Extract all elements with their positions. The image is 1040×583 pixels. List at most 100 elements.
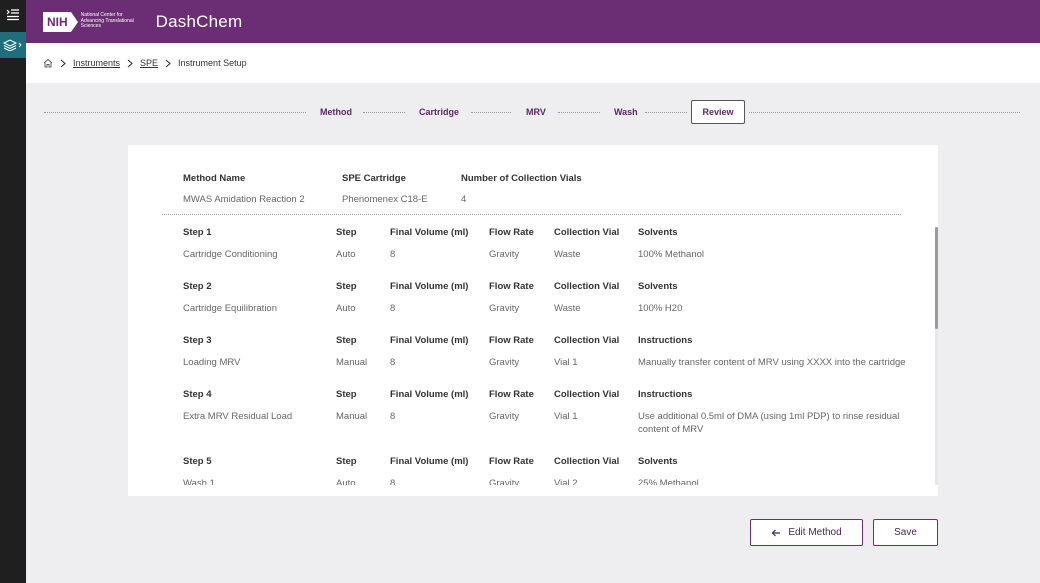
stepper-connector (471, 112, 511, 113)
final-volume-value: 8 (390, 411, 396, 422)
collection-vial-cell: Collection Vial Vial 1 (554, 389, 619, 423)
collection-vial-value: Waste (554, 249, 581, 260)
final-volume-label: Final Volume (ml) (390, 281, 469, 292)
step-title: Step 1 (183, 227, 212, 238)
stepper-connector (363, 112, 405, 113)
save-label: Save (894, 527, 917, 538)
final-volume-cell: Final Volume (ml) 8 (390, 389, 468, 423)
flow-rate-label: Flow Rate (489, 389, 534, 400)
step-name: Loading MRV (183, 357, 241, 368)
extra-cell: Solvents 25% Methanol (638, 456, 923, 485)
steps-list[interactable]: Step 1 Cartridge Conditioning Step Auto … (183, 227, 923, 485)
flow-rate-label: Flow Rate (489, 456, 534, 467)
step-mode-value: Manual (336, 357, 368, 368)
scrollbar-thumb[interactable] (935, 227, 938, 329)
vials-value: 4 (461, 194, 467, 205)
stepper-connector (558, 112, 600, 113)
step-title-cell: Step 1 Cartridge Conditioning (183, 227, 278, 261)
chevron-right-icon (126, 59, 134, 68)
step-mode-label: Step (336, 456, 357, 467)
step-mode-value: Manual (336, 411, 368, 422)
final-volume-label: Final Volume (ml) (390, 227, 469, 238)
save-button[interactable]: Save (873, 519, 938, 546)
step-title: Step 5 (183, 456, 212, 467)
breadcrumb-current: Instrument Setup (178, 58, 247, 68)
arrow-left-icon (771, 529, 781, 536)
app-title: DashChem (155, 11, 243, 31)
nih-logo-mark: NIH (43, 11, 78, 32)
flow-rate-cell: Flow Rate Gravity (489, 456, 534, 485)
extra-cell: Solvents 100% H20 (638, 281, 923, 315)
layers-icon[interactable] (0, 32, 26, 58)
step-mode-cell: Step Manual (336, 335, 367, 369)
home-icon[interactable] (43, 58, 53, 68)
nih-logo-subtext: National Center for Advancing Translatio… (80, 12, 134, 30)
step-title-cell: Step 5 Wash 1 (183, 456, 215, 485)
flow-rate-cell: Flow Rate Gravity (489, 281, 534, 315)
extra-value: Manually transfer content of MRV using X… (638, 357, 906, 368)
extra-value: 100% H20 (638, 303, 683, 314)
final-volume-cell: Final Volume (ml) 8 (390, 456, 468, 485)
flow-rate-label: Flow Rate (489, 281, 534, 292)
chevron-right-icon (164, 59, 172, 68)
cartridge-label: SPE Cartridge (342, 173, 406, 184)
edit-method-button[interactable]: Edit Method (750, 519, 863, 546)
extra-label: Solvents (638, 281, 678, 292)
step-review[interactable]: Review (691, 100, 745, 124)
extra-cell: Instructions Manually transfer content o… (638, 335, 923, 369)
menu-toggle-icon[interactable] (0, 1, 26, 27)
final-volume-label: Final Volume (ml) (390, 389, 469, 400)
step-title-cell: Step 3 Loading MRV (183, 335, 240, 369)
steps-scrollbar[interactable] (935, 227, 938, 485)
step-mode-label: Step (336, 227, 357, 238)
extra-cell: Solvents 100% Methanol (638, 227, 923, 261)
final-volume-label: Final Volume (ml) (390, 335, 469, 346)
breadcrumb-instruments[interactable]: Instruments (73, 58, 121, 68)
collection-vial-value: Vial 1 (554, 411, 578, 422)
collection-vial-cell: Collection Vial Waste (554, 281, 619, 315)
method-name-label: Method Name (183, 173, 246, 184)
step-name: Cartridge Equilibration (183, 303, 277, 314)
collection-vial-label: Collection Vial (554, 281, 620, 292)
step-mode-cell: Step Auto (336, 281, 357, 315)
extra-value: Use additional 0.5ml of DMA (using 1ml P… (638, 411, 900, 435)
review-card: Method Name MWAS Amidation Reaction 2 SP… (128, 145, 938, 496)
extra-value: 25% Methanol (638, 478, 699, 485)
app-header: NIH National Center for Advancing Transl… (26, 0, 1040, 43)
step-name: Wash 1 (183, 478, 215, 485)
breadcrumb-spe[interactable]: SPE (140, 58, 159, 68)
flow-rate-cell: Flow Rate Gravity (489, 389, 534, 423)
step-wash[interactable]: Wash (614, 107, 638, 117)
final-volume-value: 8 (390, 303, 396, 314)
vials-label: Number of Collection Vials (461, 173, 582, 184)
flow-rate-value: Gravity (489, 249, 520, 260)
step-title-cell: Step 2 Cartridge Equilibration (183, 281, 277, 315)
step-mode-value: Auto (336, 478, 356, 485)
flow-rate-label: Flow Rate (489, 227, 534, 238)
flow-rate-value: Gravity (489, 411, 520, 422)
collection-vial-value: Vial 1 (554, 357, 578, 368)
final-volume-cell: Final Volume (ml) 8 (390, 281, 468, 315)
extra-cell: Instructions Use additional 0.5ml of DMA… (638, 389, 918, 436)
chevron-right-icon (59, 59, 67, 68)
step-mode-label: Step (336, 281, 357, 292)
final-volume-label: Final Volume (ml) (390, 456, 469, 467)
step-cartridge[interactable]: Cartridge (419, 107, 460, 117)
step-mrv[interactable]: MRV (526, 107, 546, 117)
summary-divider (162, 214, 901, 215)
summary-vials: Number of Collection Vials 4 (461, 173, 582, 205)
flow-rate-label: Flow Rate (489, 335, 534, 346)
step-title-cell: Step 4 Extra MRV Residual Load (183, 389, 292, 423)
step-mode-cell: Step Manual (336, 389, 367, 423)
step-method[interactable]: Method (320, 107, 352, 117)
step-mode-label: Step (336, 335, 357, 346)
flow-rate-value: Gravity (489, 478, 520, 485)
nih-logo[interactable]: NIH National Center for Advancing Transl… (43, 11, 141, 33)
step-mode-label: Step (336, 389, 357, 400)
edit-method-label: Edit Method (788, 527, 842, 538)
final-volume-cell: Final Volume (ml) 8 (390, 335, 468, 369)
extra-value: 100% Methanol (638, 249, 705, 260)
flow-rate-cell: Flow Rate Gravity (489, 335, 534, 369)
collection-vial-label: Collection Vial (554, 456, 620, 467)
flow-rate-cell: Flow Rate Gravity (489, 227, 534, 261)
